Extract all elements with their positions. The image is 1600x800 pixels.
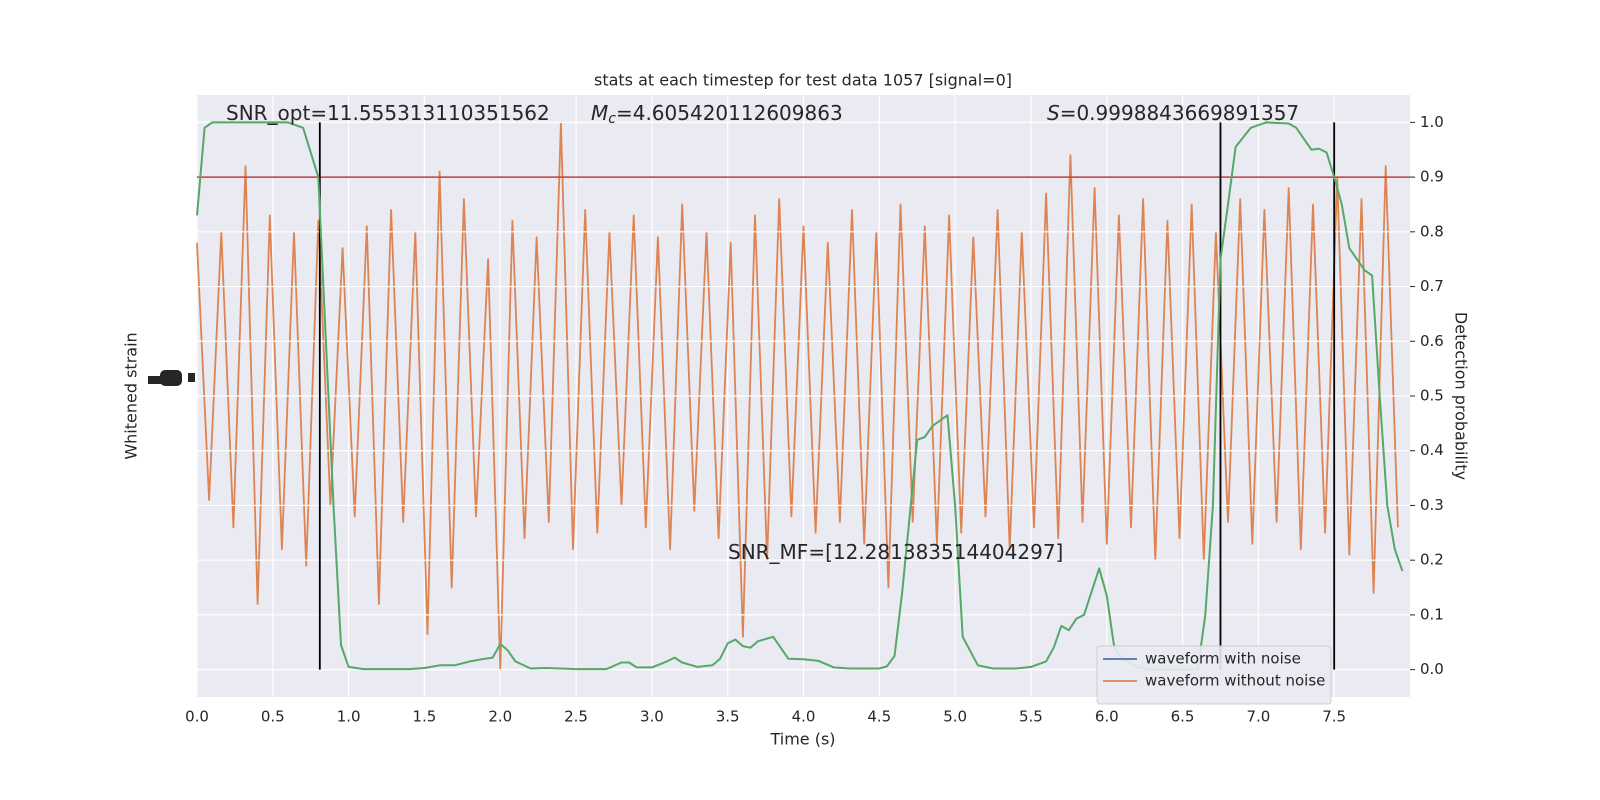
y-tick-label: 0.5 — [1420, 387, 1444, 405]
x-tick-label: 2.5 — [564, 708, 588, 726]
y-tick-label: 0.2 — [1420, 551, 1444, 569]
legend-box — [1096, 645, 1332, 705]
y-tick-label: 0.6 — [1420, 332, 1444, 350]
y-tick-label: 1.0 — [1420, 113, 1444, 131]
annotation-subscript: c — [608, 111, 616, 127]
x-tick-label: 1.5 — [413, 708, 437, 726]
x-tick-label: 6.0 — [1095, 708, 1119, 726]
y-tick-label: 0.3 — [1420, 496, 1444, 514]
x-tick-label: 3.0 — [640, 708, 664, 726]
x-tick-label: 5.0 — [943, 708, 967, 726]
x-tick-label: 0.5 — [261, 708, 285, 726]
legend-label: waveform with noise — [1145, 650, 1301, 668]
annotation: S=0.9998843669891357 — [1047, 101, 1299, 125]
annotation-text: =0.9998843669891357 — [1060, 101, 1299, 125]
x-tick-label: 0.0 — [185, 708, 209, 726]
y-tick-label: 0.8 — [1420, 222, 1444, 240]
annotation-symbol: S — [1047, 101, 1060, 125]
y-tick-label: 0.4 — [1420, 441, 1444, 459]
y-axis-label: Whitened strain — [122, 332, 141, 459]
x-tick-label: 1.0 — [337, 708, 361, 726]
y-tick-label: 0.7 — [1420, 277, 1444, 295]
x-tick-label: 7.0 — [1246, 708, 1270, 726]
garbled-left-ticks — [148, 370, 195, 386]
y2-axis-label: Detection probability — [1452, 312, 1471, 480]
chart-title: stats at each timestep for test data 105… — [594, 71, 1012, 90]
x-tick-label: 6.5 — [1171, 708, 1195, 726]
x-tick-label: 7.5 — [1322, 708, 1346, 726]
data-line — [196, 121, 1404, 671]
annotation: SNR_opt=11.555313110351562 — [226, 101, 550, 125]
y-tick-label: 0.0 — [1420, 660, 1444, 678]
data-line — [196, 121, 1399, 671]
legend-label: waveform without noise — [1145, 672, 1325, 690]
y-tick-label: 0.1 — [1420, 605, 1444, 623]
annotation-text: =4.605420112609863 — [616, 101, 843, 125]
annotation-text: SNR_MF=[12.281383514404297] — [728, 540, 1063, 564]
x-tick-label: 2.0 — [488, 708, 512, 726]
x-axis-label: Time (s) — [769, 730, 835, 749]
annotation: Mc=4.605420112609863 — [591, 101, 843, 128]
x-tick-label: 3.5 — [716, 708, 740, 726]
annotation-text: SNR_opt=11.555313110351562 — [226, 101, 550, 125]
annotation-symbol: M — [591, 101, 608, 125]
y-tick-label: 0.9 — [1420, 168, 1444, 186]
x-tick-label: 4.5 — [867, 708, 891, 726]
x-tick-label: 4.0 — [792, 708, 816, 726]
x-tick-label: 5.5 — [1019, 708, 1043, 726]
annotation: SNR_MF=[12.281383514404297] — [728, 540, 1063, 564]
